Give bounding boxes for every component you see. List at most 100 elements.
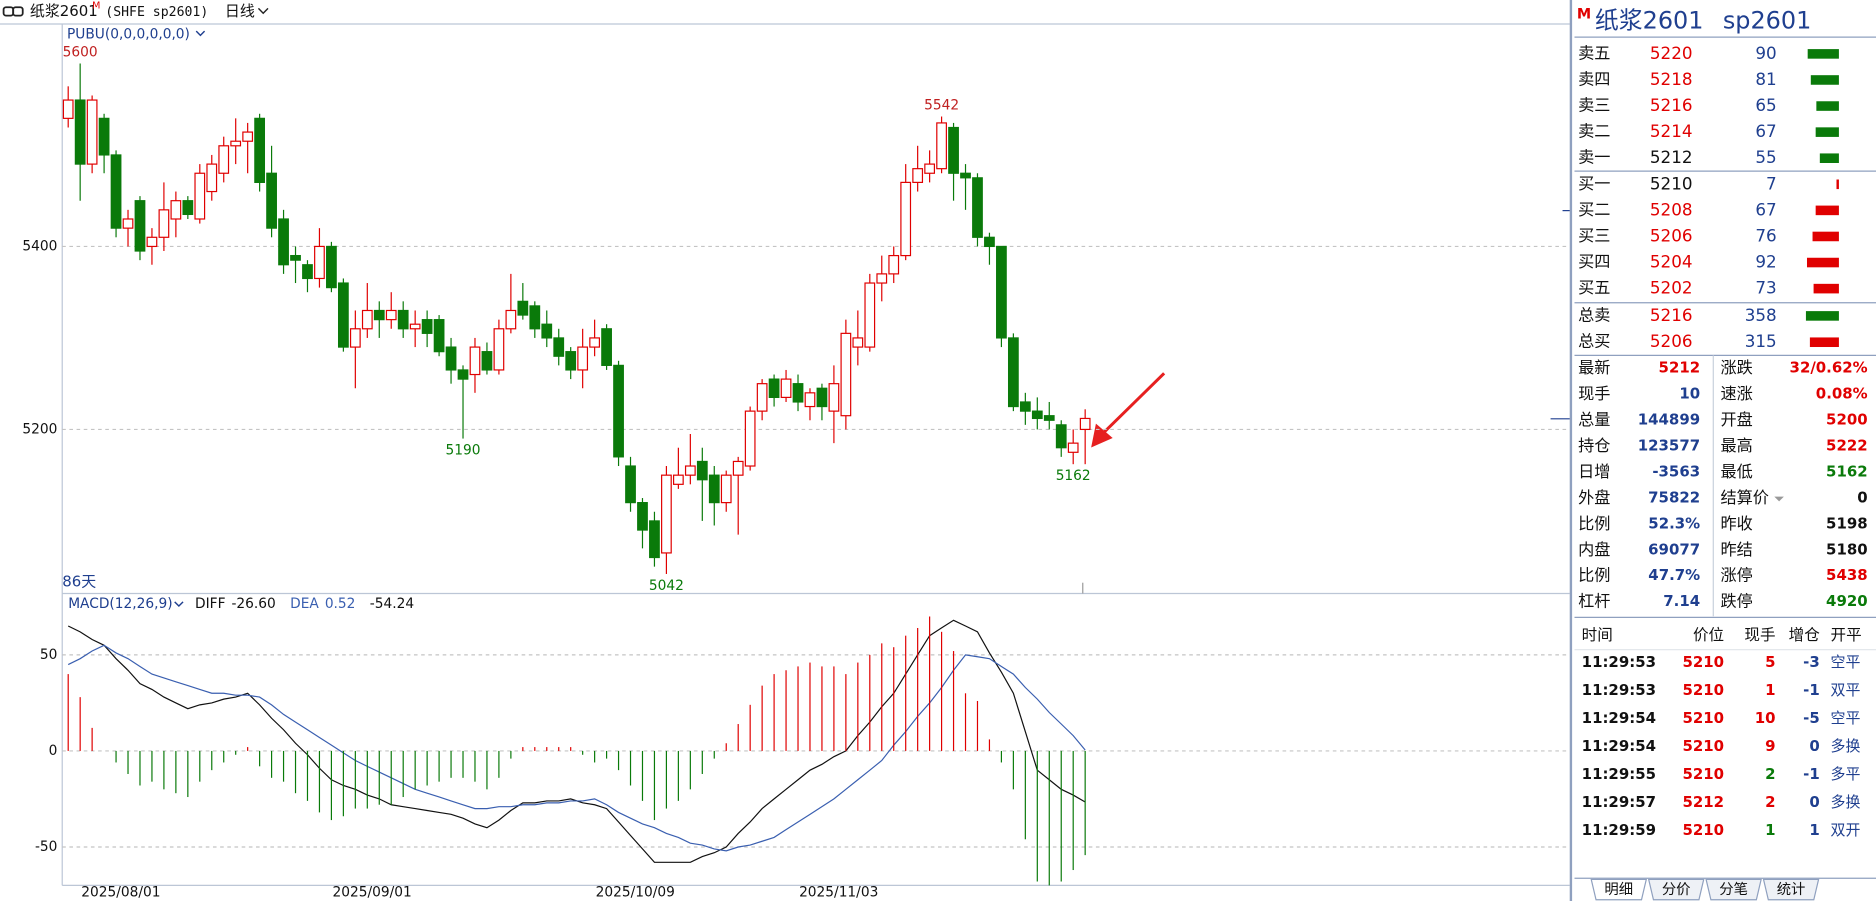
candle-body bbox=[373, 309, 385, 321]
dropdown-caret[interactable] bbox=[1774, 496, 1784, 502]
candle-body bbox=[230, 140, 242, 147]
candle-body bbox=[481, 351, 493, 371]
candle-body bbox=[361, 309, 373, 330]
indicator-title: MACD(12,26,9) bbox=[68, 596, 172, 612]
stat-label: 速涨 bbox=[1720, 384, 1752, 403]
candle-body bbox=[122, 218, 134, 229]
candle-body bbox=[816, 387, 828, 408]
stat-label: 内盘 bbox=[1578, 540, 1610, 559]
stat-label: 昨结 bbox=[1720, 540, 1752, 559]
candle-body bbox=[266, 172, 277, 229]
candle-body bbox=[290, 254, 301, 261]
volume-bar bbox=[1805, 311, 1839, 321]
trade-cell: 1 bbox=[1765, 821, 1775, 839]
y-tick-label: 5200 bbox=[22, 421, 57, 437]
candle-body bbox=[349, 328, 361, 348]
trade-cell: 11:29:55 bbox=[1582, 765, 1656, 783]
trade-header: 开平 bbox=[1831, 626, 1862, 644]
book-label: 卖五 bbox=[1578, 43, 1610, 62]
candle-body bbox=[996, 245, 1007, 339]
candle-body bbox=[804, 392, 816, 408]
stat-value: -3563 bbox=[1652, 462, 1700, 480]
trade-cell: 11:29:59 bbox=[1582, 821, 1656, 839]
indicator-label[interactable]: PUBU(0,0,0,0,0,0) bbox=[67, 27, 190, 43]
y-tick-label: 5400 bbox=[22, 238, 57, 254]
tab-label[interactable]: 分价 bbox=[1662, 881, 1691, 898]
book-volume: 90 bbox=[1755, 43, 1776, 63]
candle-body bbox=[661, 474, 672, 554]
candle-body bbox=[457, 369, 469, 380]
candle-body bbox=[170, 200, 182, 220]
extreme-label: 5042 bbox=[649, 578, 684, 594]
tab[interactable] bbox=[1590, 878, 1648, 901]
symbol-flag: M bbox=[92, 1, 100, 12]
candle-body bbox=[98, 117, 110, 156]
candle-body bbox=[1055, 424, 1067, 449]
tab[interactable] bbox=[1705, 878, 1762, 901]
candle-body bbox=[637, 502, 648, 531]
candle-body bbox=[302, 264, 313, 280]
x-tick-label: 2025/09/01 bbox=[332, 885, 411, 901]
trade-cell: 9 bbox=[1765, 737, 1775, 755]
stat-label: 最新 bbox=[1578, 358, 1610, 377]
tab-label[interactable]: 明细 bbox=[1604, 881, 1633, 898]
candle-body bbox=[529, 305, 541, 330]
candle-body bbox=[732, 460, 744, 476]
trade-cell: 空平 bbox=[1831, 653, 1861, 671]
extreme-label: 5542 bbox=[924, 98, 959, 114]
trade-cell: 5210 bbox=[1682, 653, 1724, 671]
candle-body bbox=[672, 474, 684, 485]
book-label: 买一 bbox=[1578, 174, 1610, 193]
book-label: 买五 bbox=[1578, 278, 1610, 297]
tab[interactable] bbox=[1647, 878, 1705, 901]
stat-label: 开盘 bbox=[1720, 410, 1752, 429]
candle-body bbox=[589, 337, 601, 348]
book-price: 5210 bbox=[1650, 173, 1693, 193]
book-price: 5216 bbox=[1650, 305, 1693, 325]
stat-label: 外盘 bbox=[1578, 488, 1610, 507]
stat-value: 5438 bbox=[1826, 566, 1868, 584]
volume-bar bbox=[1812, 231, 1839, 242]
book-volume: 67 bbox=[1755, 199, 1776, 219]
x-tick-label: 2025/08/01 bbox=[81, 885, 160, 901]
book-label: 卖三 bbox=[1578, 96, 1610, 115]
link-icon[interactable] bbox=[2, 6, 24, 17]
stat-label: 涨跌 bbox=[1720, 358, 1752, 377]
trade-cell: 2 bbox=[1765, 765, 1775, 783]
book-volume: 92 bbox=[1755, 252, 1776, 272]
y-tick-label: 50 bbox=[40, 647, 58, 663]
candle-body bbox=[912, 168, 924, 183]
stat-value: 5200 bbox=[1826, 410, 1868, 428]
volume-bar bbox=[1815, 127, 1839, 137]
trade-cell: 双开 bbox=[1831, 821, 1861, 839]
book-label: 买四 bbox=[1578, 252, 1610, 271]
candle-body bbox=[613, 364, 624, 458]
stat-value: 144899 bbox=[1638, 410, 1700, 428]
volume-bar bbox=[1815, 205, 1839, 216]
volume-bar bbox=[1836, 179, 1839, 190]
stat-value: 4920 bbox=[1826, 592, 1868, 610]
tab-label[interactable]: 统计 bbox=[1777, 881, 1806, 898]
period-select[interactable]: 日线 bbox=[225, 2, 255, 20]
candle-body bbox=[493, 328, 505, 371]
trade-cell: 1 bbox=[1765, 681, 1775, 699]
stat-label: 结算价 bbox=[1720, 488, 1768, 507]
tab[interactable] bbox=[1762, 878, 1820, 901]
candle-body bbox=[326, 245, 337, 289]
stat-label: 杠杆 bbox=[1578, 592, 1610, 611]
candle-body bbox=[888, 254, 900, 275]
book-label: 总卖 bbox=[1578, 305, 1610, 324]
candle-body bbox=[254, 117, 266, 183]
candle-body bbox=[206, 163, 218, 193]
y-tick-label: -50 bbox=[35, 839, 57, 855]
trade-cell: 5210 bbox=[1682, 681, 1724, 699]
tab-label[interactable]: 分笔 bbox=[1719, 881, 1748, 898]
candle-body bbox=[541, 323, 553, 339]
candle-body bbox=[936, 122, 947, 170]
candle-body bbox=[744, 410, 756, 467]
x-tick-label: 2025/10/09 bbox=[596, 885, 675, 901]
volume-bar bbox=[1813, 283, 1839, 294]
book-price: 5220 bbox=[1650, 43, 1693, 63]
trade-cell: 多换 bbox=[1831, 737, 1861, 755]
candle-body bbox=[385, 309, 397, 321]
